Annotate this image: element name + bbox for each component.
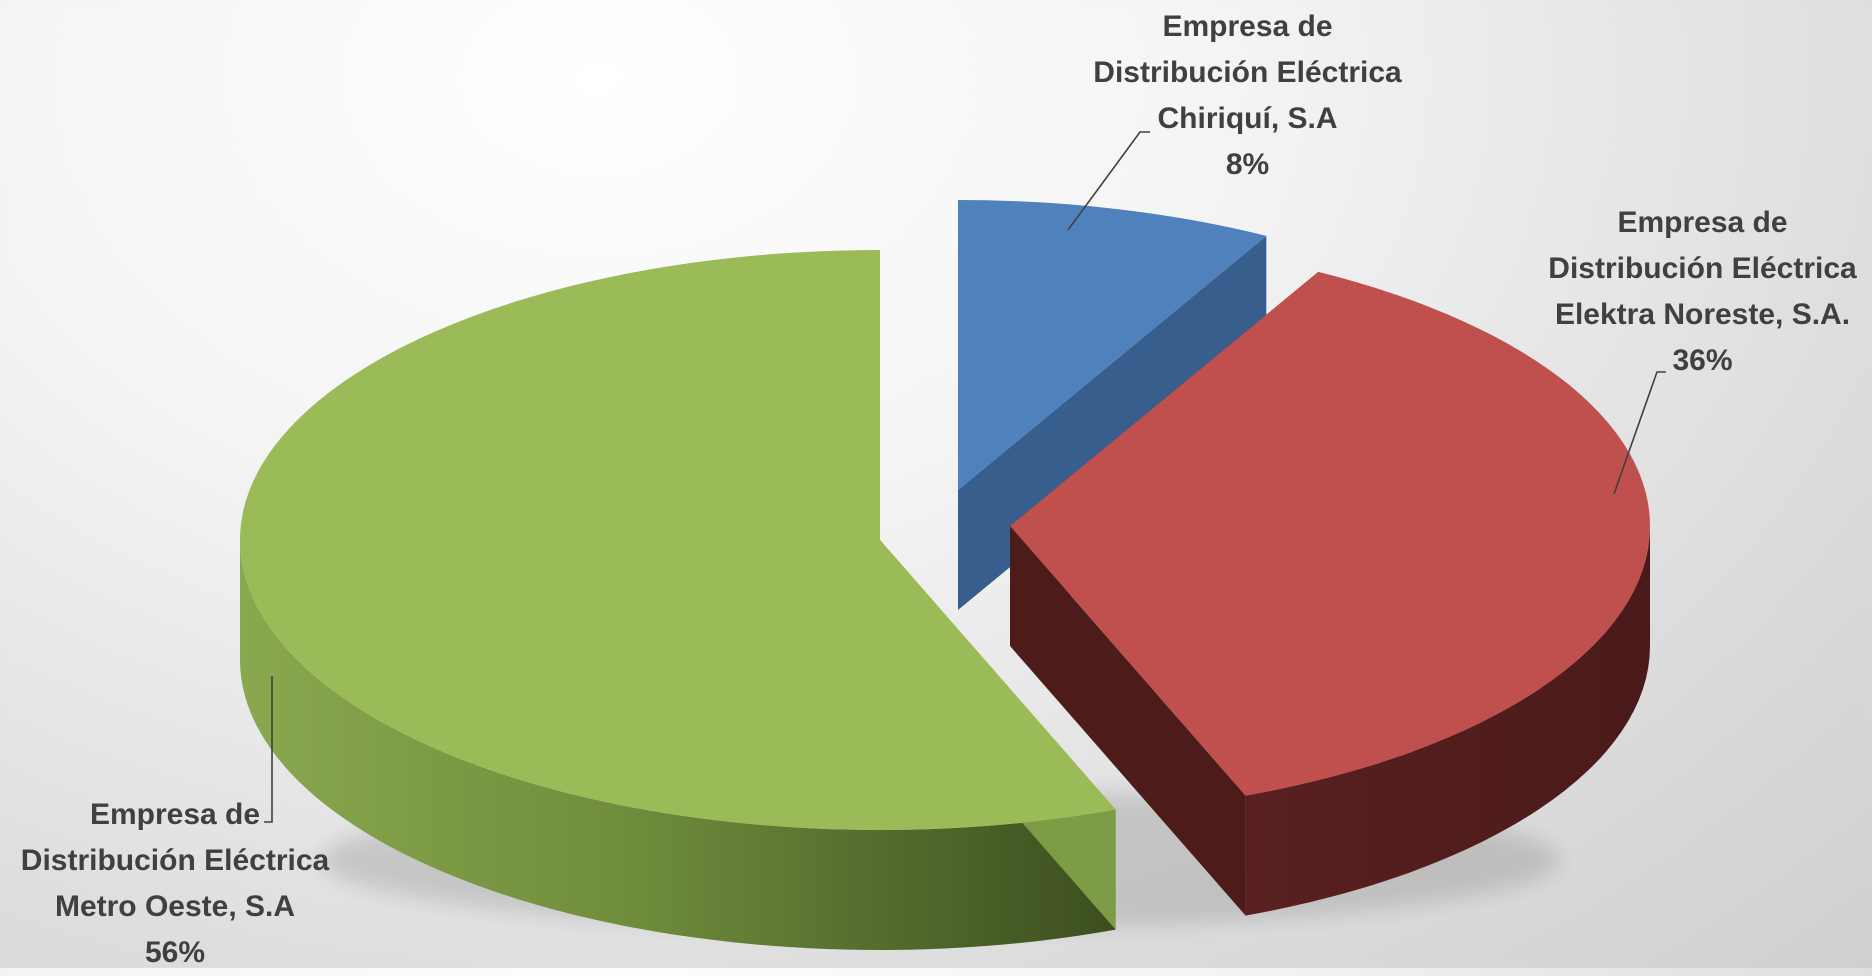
slice-percent: 8% bbox=[1225, 148, 1270, 181]
slice-label-line: Distribución Eléctrica bbox=[1093, 56, 1402, 89]
pie-slice-metro bbox=[240, 250, 1116, 951]
pie-slice-side bbox=[240, 540, 1116, 951]
pie-slice-side bbox=[1245, 526, 1650, 916]
slice-label-elektra: Empresa de Distribución Eléctrica Elektr… bbox=[1530, 200, 1872, 384]
slice-label-line: Distribución Eléctrica bbox=[1548, 252, 1857, 285]
slice-label-line: Empresa de bbox=[1162, 10, 1333, 43]
slice-label-metro: Empresa de Distribución Eléctrica Metro … bbox=[0, 792, 350, 976]
slice-label-line: Metro Oeste, S.A bbox=[54, 890, 296, 923]
pie-slice-top bbox=[240, 250, 1116, 830]
leader-line-chiriqui bbox=[1067, 131, 1150, 231]
pie-slice-cut-face bbox=[1010, 526, 1246, 916]
pie-slice-top bbox=[958, 200, 1267, 490]
leader-line-metro bbox=[264, 676, 273, 823]
slice-label-line: Elektra Noreste, S.A. bbox=[1554, 298, 1851, 331]
slice-label-line: Empresa de bbox=[1617, 206, 1788, 239]
leader-line-elektra bbox=[1613, 371, 1666, 495]
slice-percent: 56% bbox=[144, 936, 206, 969]
slice-percent: 36% bbox=[1672, 344, 1733, 377]
slice-label-line: Distribución Eléctrica bbox=[20, 844, 330, 877]
slice-label-line: Empresa de bbox=[89, 798, 261, 831]
slice-label-chiriqui: Empresa de Distribución Eléctrica Chiriq… bbox=[1070, 4, 1425, 188]
pie-slice-top bbox=[1010, 271, 1650, 796]
pie-slice-elektra bbox=[1010, 271, 1650, 916]
slice-label-line: Chiriquí, S.A bbox=[1157, 102, 1338, 135]
